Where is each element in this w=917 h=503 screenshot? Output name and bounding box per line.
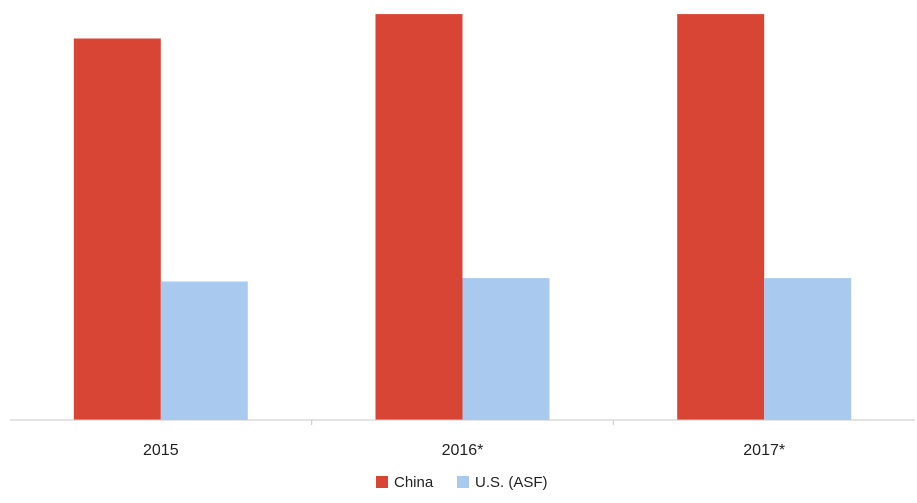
bar-u-s-asf-2017	[764, 278, 852, 420]
bar-u-s-asf-2015	[160, 281, 248, 420]
legend-swatch	[376, 476, 388, 488]
x-axis-tick-label: 2016*	[442, 442, 484, 459]
x-axis-tick-label: 2015	[143, 442, 179, 459]
bar-china-2015	[73, 38, 161, 420]
bar-china-2016	[375, 14, 463, 420]
legend-label: U.S. (ASF)	[475, 474, 548, 491]
legend-label: China	[394, 474, 434, 491]
legend-item-china: China	[376, 474, 434, 491]
legend: China U.S. (ASF)	[376, 474, 548, 491]
bar-u-s-asf-2016	[462, 278, 550, 420]
x-axis-tick-label: 2017*	[743, 442, 785, 459]
bar-china-2017	[677, 14, 765, 420]
x-axis-ticks	[311, 420, 614, 425]
bars-layer	[73, 14, 852, 420]
legend-item-u-s-asf: U.S. (ASF)	[457, 474, 548, 491]
x-axis-tick-labels: 2015 2016* 2017*	[143, 442, 785, 459]
legend-swatch	[457, 476, 469, 488]
